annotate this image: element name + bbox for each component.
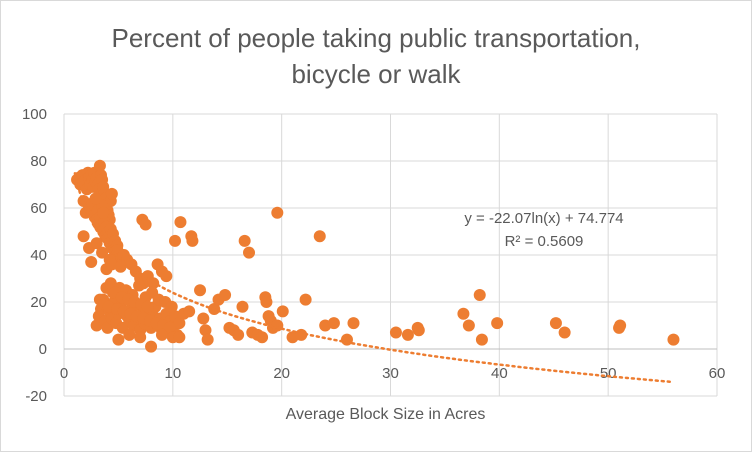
data-point: [549, 317, 562, 330]
data-point: [194, 284, 207, 297]
data-point: [462, 319, 475, 332]
y-tick-label: 40: [30, 247, 47, 264]
data-point: [313, 230, 326, 243]
data-point: [160, 270, 173, 283]
data-point: [473, 288, 486, 301]
data-point: [96, 246, 109, 259]
y-tick-label: 80: [30, 153, 47, 170]
data-point: [236, 300, 249, 313]
y-tick-label: 20: [30, 294, 47, 311]
data-point: [169, 234, 182, 247]
x-tick-label: 30: [382, 365, 399, 382]
data-point: [614, 319, 627, 332]
data-point: [183, 305, 196, 318]
x-axis-title: Average Block Size in Acres: [286, 406, 486, 423]
data-point: [299, 293, 312, 306]
data-point: [558, 326, 571, 339]
y-tick-label: 60: [30, 200, 47, 217]
data-point: [401, 328, 414, 341]
x-tick-label: 20: [273, 365, 290, 382]
chart-title-line-2: bicycle or walk: [291, 59, 461, 89]
data-point: [197, 312, 210, 325]
data-point: [243, 246, 256, 259]
y-tick-label: -20: [25, 388, 47, 405]
data-point: [276, 305, 289, 318]
data-point: [271, 319, 284, 332]
data-point: [475, 333, 488, 346]
y-tick-label: 100: [22, 106, 47, 123]
data-point: [89, 192, 102, 205]
data-point: [112, 333, 125, 346]
data-point: [90, 237, 103, 250]
trendline-equation: y = -22.07ln(x) + 74.774: [464, 210, 623, 227]
data-point: [219, 288, 232, 301]
data-point: [134, 331, 147, 344]
data-point: [165, 300, 178, 313]
data-point: [667, 333, 680, 346]
data-point: [77, 230, 90, 243]
data-point: [491, 317, 504, 330]
trendline: [73, 172, 675, 384]
x-tick-label: 50: [600, 365, 617, 382]
data-point: [105, 187, 118, 200]
data-point: [163, 321, 176, 334]
data-point: [389, 326, 402, 339]
data-point: [256, 331, 269, 344]
data-point: [232, 328, 245, 341]
data-point: [85, 256, 98, 269]
data-point: [201, 333, 214, 346]
data-points: [71, 159, 680, 353]
data-point: [347, 317, 360, 330]
data-point: [238, 234, 251, 247]
x-tick-label: 0: [60, 365, 68, 382]
data-point: [173, 317, 186, 330]
data-point: [271, 206, 284, 219]
chart-title-line-1: Percent of people taking public transpor…: [111, 23, 641, 53]
data-point: [155, 328, 168, 341]
data-point: [412, 324, 425, 337]
data-point: [141, 300, 154, 313]
data-point: [327, 317, 340, 330]
x-tick-label: 10: [164, 365, 181, 382]
x-tick-label: 60: [709, 365, 726, 382]
data-point: [260, 296, 273, 308]
data-point: [199, 324, 212, 337]
data-point: [173, 331, 186, 344]
data-point: [133, 279, 146, 292]
y-tick-label: 0: [39, 341, 47, 358]
data-point: [93, 159, 106, 172]
data-point: [340, 333, 353, 346]
data-point: [186, 234, 199, 247]
x-tick-label: 40: [491, 365, 508, 382]
data-point: [97, 206, 110, 219]
data-point: [139, 218, 152, 231]
data-point: [145, 340, 158, 353]
data-point: [174, 216, 187, 229]
data-point: [104, 277, 117, 290]
data-point: [457, 307, 470, 320]
data-point: [123, 328, 136, 341]
trendline-r-squared: R² = 0.5609: [505, 233, 584, 250]
